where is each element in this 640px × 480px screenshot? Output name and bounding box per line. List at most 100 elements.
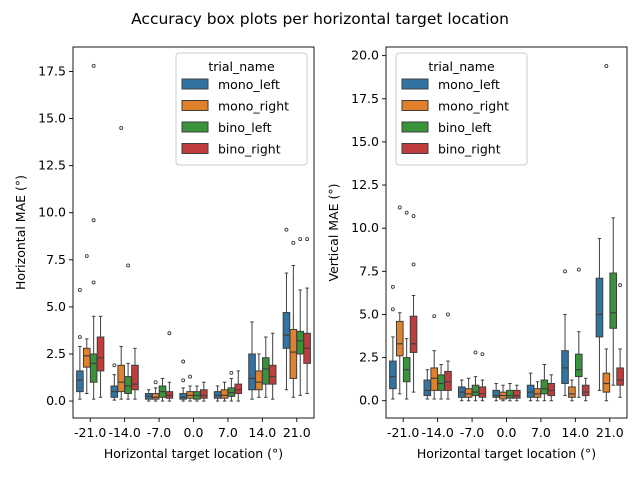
box-mono_right-0.0 [186,374,194,402]
outlier-point [618,283,623,288]
legend-label-bino_left: bino_left [438,120,492,135]
y-tick-label: 5.0 [46,299,66,314]
iqr-box [609,272,618,329]
outlier-point [229,370,234,375]
outlier-point [473,350,478,355]
box-bino_left--14.0 [124,263,132,400]
box-mono_left-0.0 [492,382,500,402]
y-tick-label: 10.0 [351,220,379,235]
outlier-point [284,227,289,232]
box-bino_left--21.0 [402,210,411,400]
iqr-box [540,379,549,395]
iqr-box [268,364,277,385]
iqr-box [151,393,160,400]
outlier-point [397,205,402,210]
iqr-box [547,382,556,397]
iqr-box [289,328,298,379]
iqr-box [248,353,256,391]
legend-swatch-mono_right [181,100,209,111]
box-bino_left-7.0 [227,370,236,402]
outlier-point [153,380,158,385]
box-bino_left-0.0 [193,385,201,402]
box-mono_left-14.0 [561,269,569,397]
outlier-point [604,64,609,68]
y-tick-label: 7.5 [46,252,66,267]
box-bino_right-0.0 [513,384,521,402]
iqr-box [430,367,439,391]
legend-swatch-bino_right [401,143,429,154]
box-bino_left-7.0 [540,364,549,402]
iqr-box [464,388,473,398]
outlier-point [77,287,82,292]
outlier-point [411,214,416,219]
legend-label-mono_right: mono_right [438,99,509,114]
iqr-box [437,374,445,391]
box-mono_left-21.0 [282,227,291,391]
y-tick-label: 12.5 [38,158,66,173]
legend-swatch-mono_right [401,100,429,111]
y-tick-label: 2.5 [46,346,66,361]
outlier-point [167,331,172,336]
x-tick-label: -21.0 [74,425,106,440]
outlier-point [77,335,82,339]
box-mono_left--14.0 [423,369,432,400]
outlier-point [188,374,193,379]
box-mono_right-0.0 [499,384,507,402]
box-bino_left--7.0 [158,377,167,402]
outlier-point [446,312,450,317]
y-tick-label: 20.0 [351,48,379,63]
outlier-point [91,280,96,285]
iqr-box [131,364,139,391]
box-mono_right-7.0 [220,381,229,402]
box-bino_left-21.0 [296,237,305,396]
iqr-box [561,350,569,384]
box-mono_left--14.0 [110,363,119,401]
x-axis-label: Horizontal target location (°) [104,446,283,461]
box-bino_right-7.0 [547,374,556,402]
x-tick-label: 0.0 [184,425,204,440]
box-bino_left-21.0 [609,217,618,386]
iqr-box [389,360,397,390]
box-bino_left--14.0 [437,364,445,400]
y-tick-label: 15.0 [38,111,66,126]
outlier-point [576,267,581,272]
box-mono_right-14.0 [255,353,263,398]
legend-label-bino_left: bino_left [218,120,272,135]
box-mono_right-7.0 [533,381,542,402]
iqr-box [117,364,126,393]
box-mono_right--7.0 [151,380,160,402]
iqr-box [282,312,291,349]
legend-label-mono_right: mono_right [218,99,289,114]
iqr-box [261,357,270,385]
outlier-point [181,378,186,383]
box-bino_right-0.0 [200,381,208,402]
outlier-point [390,307,395,312]
y-tick-label: 15.0 [351,134,379,149]
iqr-box [89,353,98,383]
box-mono_left-14.0 [248,321,256,400]
legend-swatch-mono_left [181,78,209,90]
outlier-point [84,254,89,258]
iqr-box [533,388,542,398]
iqr-box [220,389,229,399]
figure-title: Accuracy box plots per horizontal target… [131,10,509,28]
box-mono_right--14.0 [430,314,439,400]
iqr-box [96,336,105,372]
iqr-box [395,320,404,357]
iqr-box [492,389,500,398]
y-tick-label: 17.5 [38,63,66,78]
x-tick-label: -7.0 [147,425,171,440]
iqr-box [513,389,521,399]
box-bino_left-14.0 [261,336,270,398]
outlier-point [298,237,303,242]
box-bino_right--7.0 [165,331,174,402]
legend-label-mono_left: mono_left [218,77,280,92]
x-tick-label: 7.0 [531,425,551,440]
iqr-box [255,370,263,391]
legend-swatch-bino_left [401,121,429,133]
box-bino_left--7.0 [471,350,480,402]
iqr-box [200,389,208,399]
legend-frame [395,52,528,166]
iqr-box [526,384,535,398]
series-bino_left [89,63,305,402]
